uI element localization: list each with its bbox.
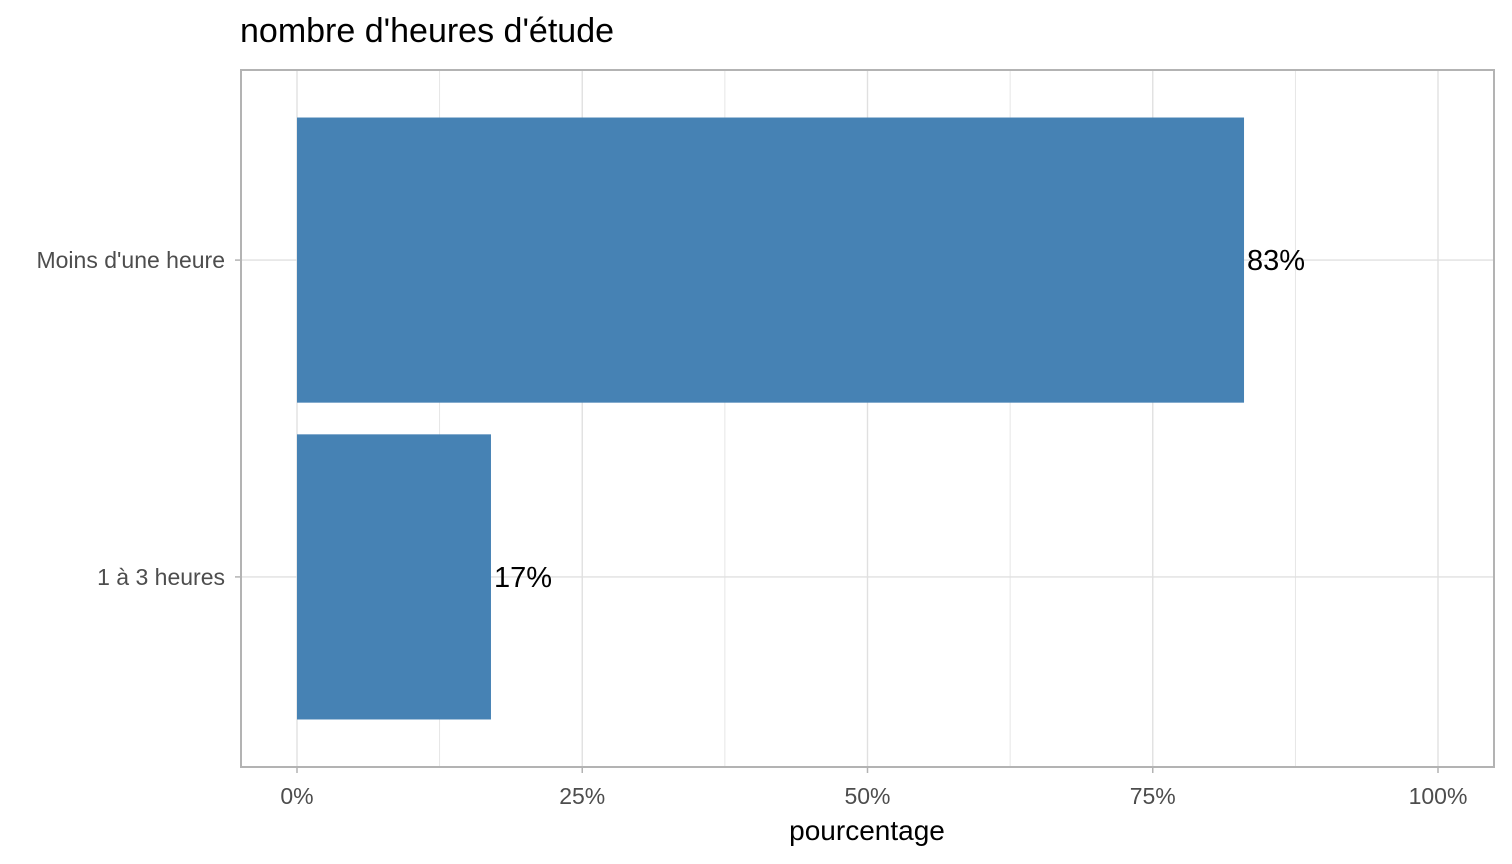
bar-1 xyxy=(297,434,491,720)
bar-2 xyxy=(297,117,1245,403)
x-tick-label: 0% xyxy=(280,783,313,809)
x-tick-label: 25% xyxy=(559,783,605,809)
x-tick-label: 75% xyxy=(1130,783,1176,809)
data-labels: 17% 83% xyxy=(494,245,1305,594)
data-label: 83% xyxy=(1247,245,1305,277)
bars xyxy=(297,117,1245,720)
chart-title: nombre d'heures d'étude xyxy=(240,12,615,50)
x-tick-label: 50% xyxy=(844,783,890,809)
data-label: 17% xyxy=(494,562,552,594)
axis-ticks: 0% 25% 50% 75% 100% 1 à 3 heures Moins d'une h… xyxy=(36,247,1467,809)
y-tick-label: Moins d'une heure xyxy=(36,247,225,273)
x-tick-label: 100% xyxy=(1409,783,1468,809)
x-axis-title: pourcentage xyxy=(789,815,945,846)
y-tick-label: 1 à 3 heures xyxy=(97,564,225,590)
